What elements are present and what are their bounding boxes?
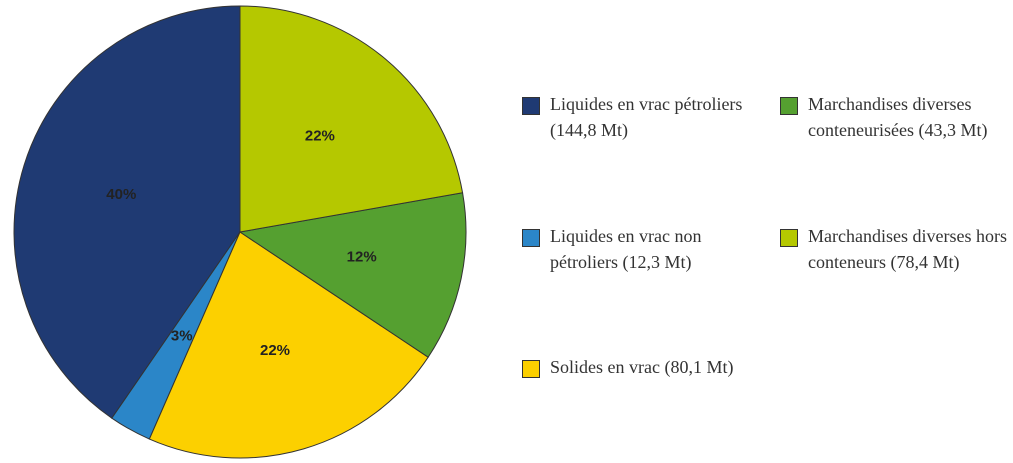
slice-label: 22% <box>305 128 335 145</box>
slice-label: 3% <box>171 328 193 345</box>
legend-swatch <box>522 97 540 115</box>
slice-label: 12% <box>347 248 377 265</box>
legend-label: Liquides en vrac pétroliers (144,8 Mt) <box>550 94 743 140</box>
legend-label: Marchandises diverses hors conteneurs (7… <box>808 226 1007 272</box>
legend-swatch <box>780 229 798 247</box>
pie-slice <box>239 5 464 233</box>
legend-swatch <box>780 97 798 115</box>
legend-swatch <box>522 360 540 378</box>
legend-swatch <box>522 229 540 247</box>
legend-label: Liquides en vrac non pétroliers (12,3 Mt… <box>550 226 702 272</box>
slice-label: 40% <box>106 186 136 203</box>
pie-slice <box>148 231 429 459</box>
pie-slice <box>238 192 467 358</box>
pie-slice <box>13 5 241 419</box>
legend-label: Solides en vrac (80,1 Mt) <box>550 357 734 377</box>
legend-label: Marchandises diverses conteneurisées (43… <box>808 94 988 140</box>
slice-label: 22% <box>260 342 290 359</box>
